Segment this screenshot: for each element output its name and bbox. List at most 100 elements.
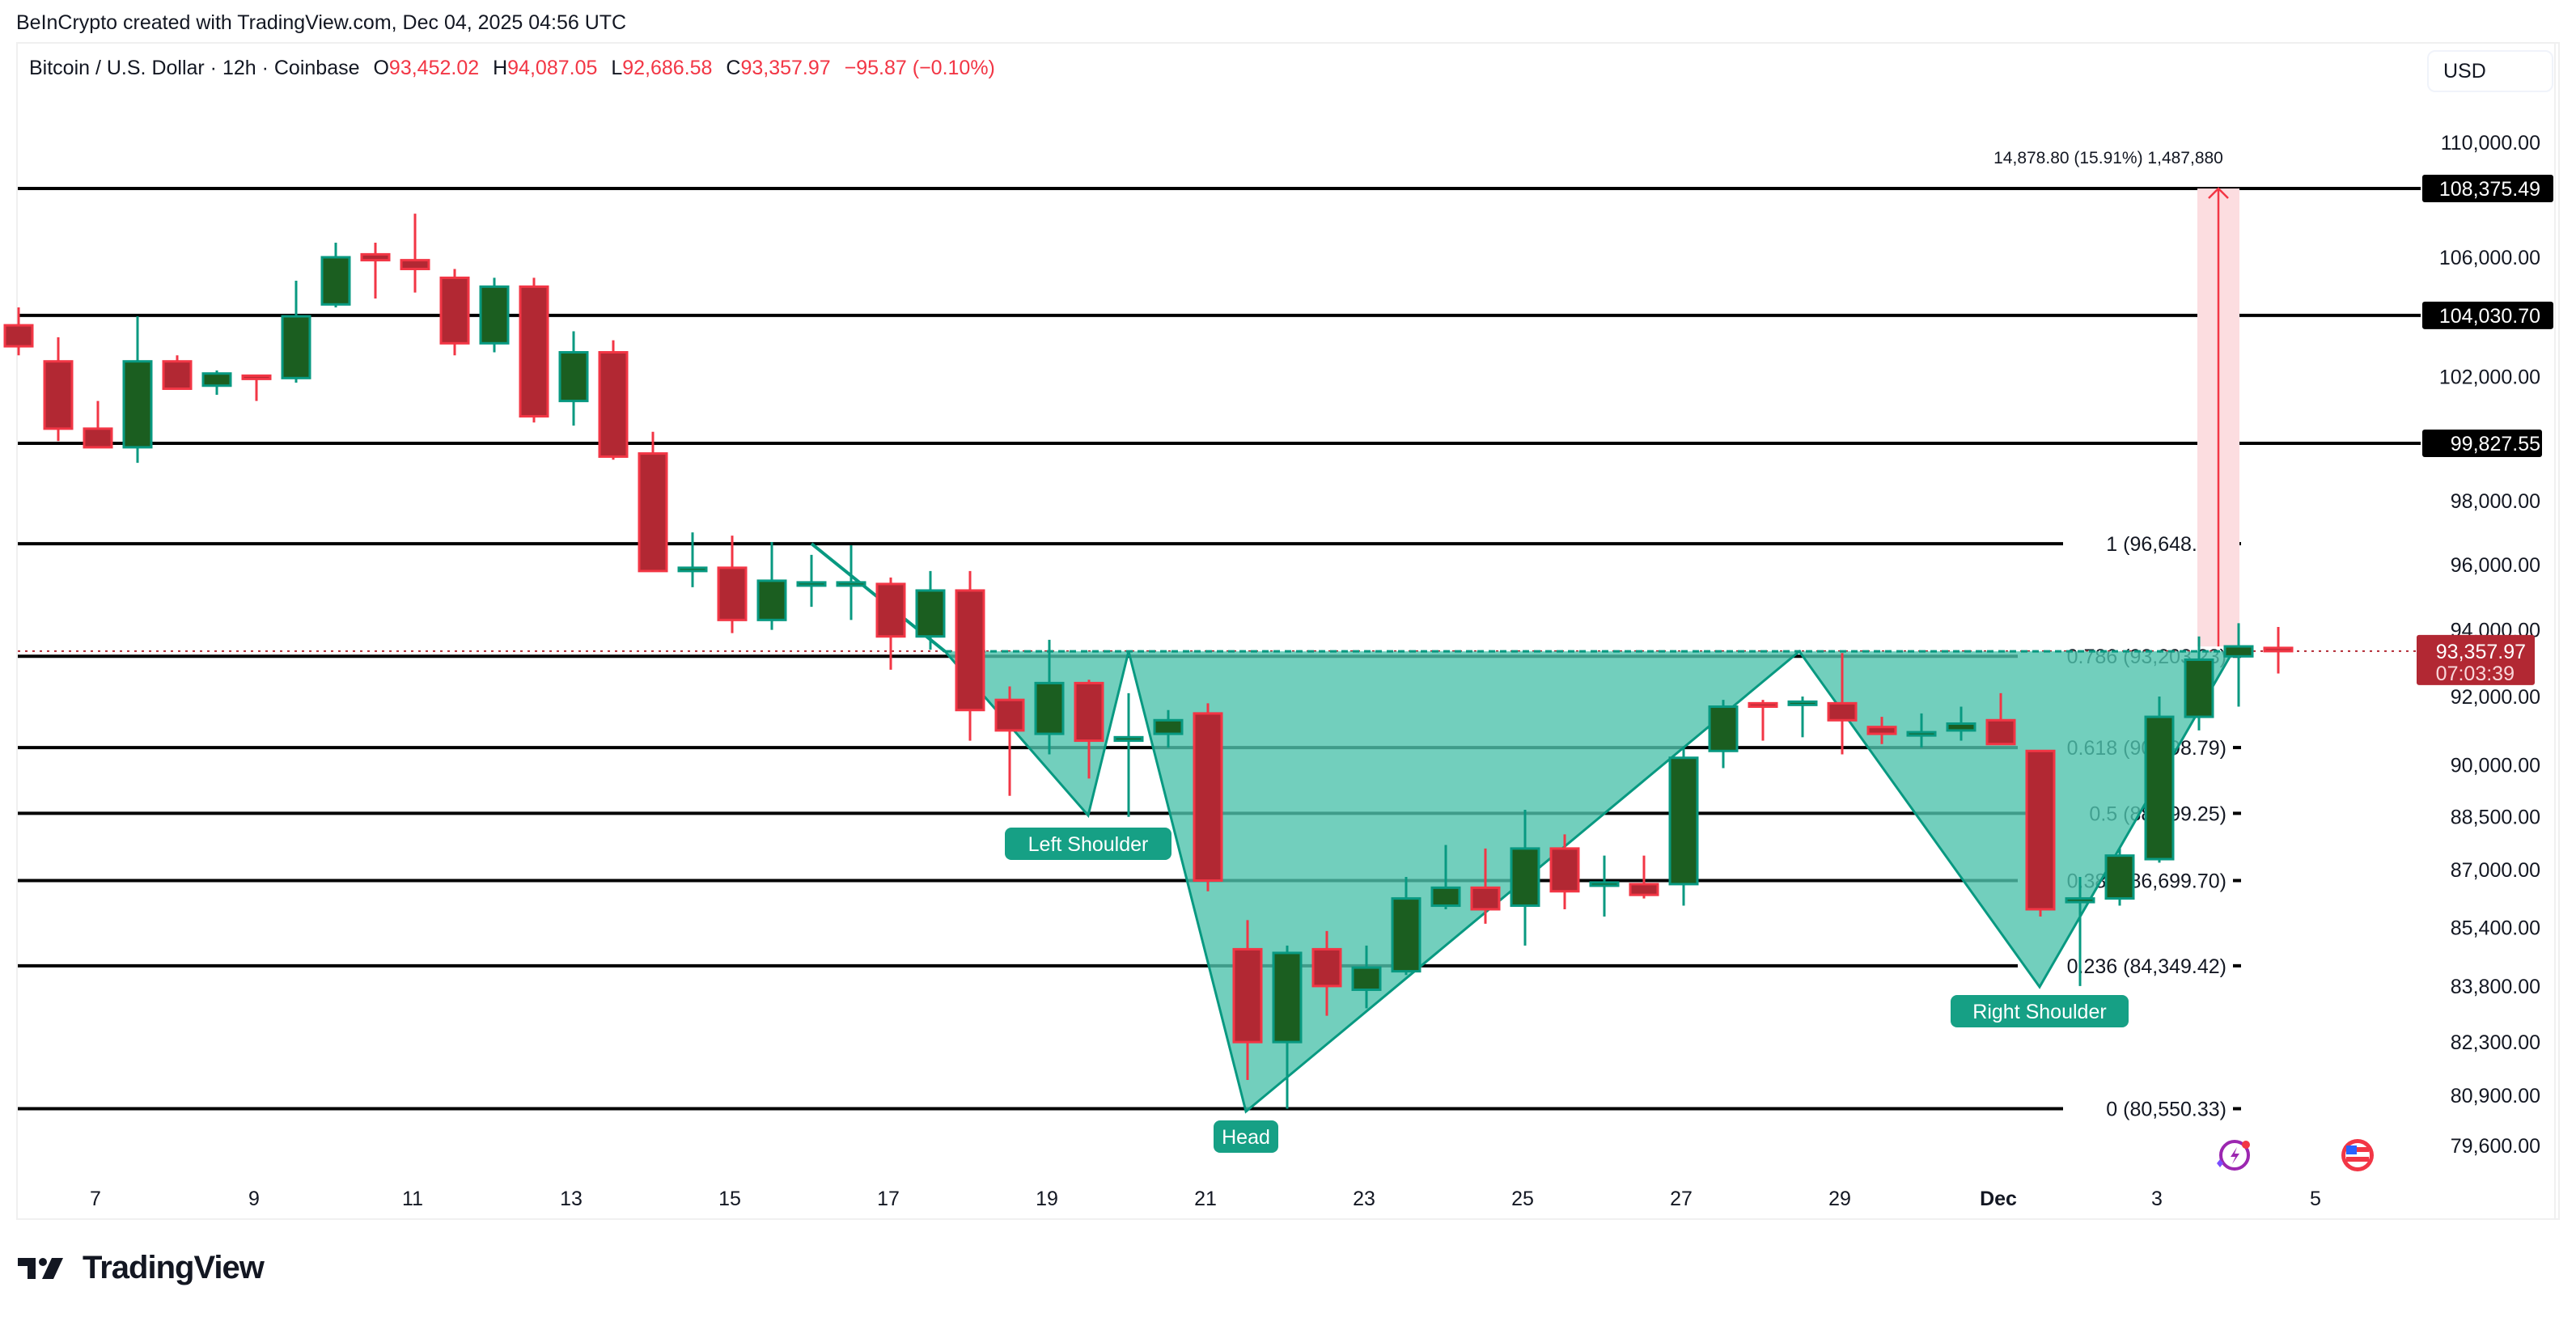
- price-range-measure[interactable]: 14,878.80 (15.91%) 1,487,880: [1993, 149, 2239, 647]
- candle-down: [1827, 653, 1858, 755]
- candle-up: [1351, 945, 1382, 1009]
- candle-body: [1827, 701, 1858, 722]
- candle-down: [1074, 680, 1104, 779]
- candle-down: [598, 340, 629, 460]
- time-axis[interactable]: 7 9 11 13 15 17 19 21 23 25 27 29 Dec 3 5: [90, 1188, 2321, 1210]
- candle-up: [796, 554, 827, 608]
- candle-down: [1470, 848, 1501, 924]
- price-tick-label: 82,300.00: [2451, 1031, 2540, 1054]
- us-flag-event-icon[interactable]: [2341, 1139, 2374, 1171]
- level-price-tag[interactable]: [2422, 175, 2553, 203]
- low-value: 92,686.58: [622, 57, 713, 79]
- close-label: C: [726, 57, 741, 79]
- candle-up: [1787, 697, 1818, 738]
- candle-up: [915, 570, 946, 650]
- candle-up: [1510, 810, 1540, 946]
- time-tick-label: 5: [2310, 1188, 2321, 1210]
- candle-body: [479, 285, 510, 345]
- candle-body: [162, 360, 193, 391]
- candle-down: [1549, 834, 1580, 910]
- candle-down: [994, 686, 1025, 796]
- time-tick-label: 23: [1353, 1188, 1375, 1210]
- candle-body: [1113, 735, 1144, 743]
- candle-down: [83, 400, 113, 449]
- candle-down: [360, 242, 391, 299]
- candle-up: [320, 242, 351, 307]
- candle-body: [2025, 749, 2056, 911]
- candle-body: [1629, 883, 1659, 896]
- candle-body: [1549, 847, 1580, 893]
- candle-body: [1351, 966, 1382, 991]
- current-price-value: 93,357.97: [2436, 641, 2526, 663]
- tradingview-logo[interactable]: TradingView: [18, 1250, 265, 1286]
- level-price-tag-text: 104,030.70: [2439, 305, 2540, 328]
- price-axis[interactable]: 110,000.00 106,000.00 102,000.00 98,000.00 9…: [2417, 42, 2556, 1218]
- candle-up: [281, 281, 311, 383]
- candle-up: [479, 277, 510, 353]
- candle-up: [1153, 709, 1184, 748]
- time-tick-label: 27: [1670, 1188, 1693, 1210]
- candle-body: [439, 276, 470, 345]
- candle-down: [1193, 703, 1223, 891]
- candle-down: [638, 431, 668, 573]
- price-tick-label: 79,600.00: [2451, 1135, 2540, 1158]
- candle-body: [400, 259, 430, 270]
- candle-up: [2223, 623, 2254, 707]
- pattern-outline[interactable]: [943, 649, 2235, 1114]
- candle-up: [1708, 700, 1739, 769]
- candle-up: [836, 544, 866, 620]
- pattern-label-badge: [1214, 1120, 1278, 1153]
- candle-down: [1232, 920, 1263, 1080]
- chart-event-icons[interactable]: [2217, 1139, 2374, 1171]
- low-label: L: [611, 57, 623, 79]
- candle-body: [598, 351, 629, 458]
- candle-body: [122, 360, 153, 449]
- time-tick-label: Dec: [1980, 1188, 2017, 1210]
- candle-up: [2184, 636, 2214, 730]
- candle-body: [1946, 722, 1976, 732]
- candle-body: [1272, 951, 1303, 1044]
- candle-body: [43, 360, 74, 430]
- candle-down: [1866, 717, 1897, 744]
- horizontal-levels: [18, 187, 2421, 445]
- candle-down: [875, 577, 906, 670]
- candle-body: [677, 566, 708, 573]
- candle-down: [400, 214, 430, 293]
- candle-body: [717, 566, 748, 621]
- time-tick-label: 21: [1194, 1188, 1217, 1210]
- candle-down: [241, 374, 272, 401]
- price-tick-label: 96,000.00: [2451, 554, 2540, 577]
- lightning-event-icon[interactable]: [2217, 1140, 2250, 1171]
- candle-down: [1629, 855, 1659, 899]
- candle-body: [1034, 681, 1065, 735]
- candle-down: [717, 536, 748, 633]
- price-tick-label: 90,000.00: [2451, 754, 2540, 777]
- price-tick-label: 80,900.00: [2451, 1085, 2540, 1107]
- candle-body: [2184, 658, 2214, 718]
- candle-up: [1906, 713, 1937, 748]
- currency-button[interactable]: USD: [2427, 50, 2553, 92]
- candle-up: [201, 370, 232, 396]
- candle-up: [1668, 747, 1699, 906]
- candle-body: [201, 372, 232, 387]
- candle-up: [1113, 692, 1144, 817]
- candle-up: [2065, 877, 2095, 986]
- logo-text: TradingView: [83, 1250, 265, 1285]
- candle-body: [360, 252, 391, 262]
- high-value: 94,087.05: [507, 57, 598, 79]
- candle-body: [994, 698, 1025, 732]
- level-price-tag[interactable]: [2422, 301, 2553, 329]
- time-tick-label: 17: [877, 1188, 900, 1210]
- candle-body: [2223, 645, 2254, 658]
- high-label: H: [493, 57, 508, 79]
- chart-frame: [16, 42, 2560, 1220]
- current-price-tag[interactable]: [2417, 634, 2535, 685]
- price-tick-label: 85,400.00: [2451, 917, 2540, 939]
- candle-body: [1193, 712, 1223, 882]
- candle-down: [1985, 692, 2016, 746]
- level-price-tag[interactable]: [2422, 429, 2542, 457]
- symbol-title: Bitcoin / U.S. Dollar · 12h · Coinbase: [29, 57, 360, 79]
- candle-body: [2104, 854, 2135, 900]
- candle-body: [1985, 718, 2016, 746]
